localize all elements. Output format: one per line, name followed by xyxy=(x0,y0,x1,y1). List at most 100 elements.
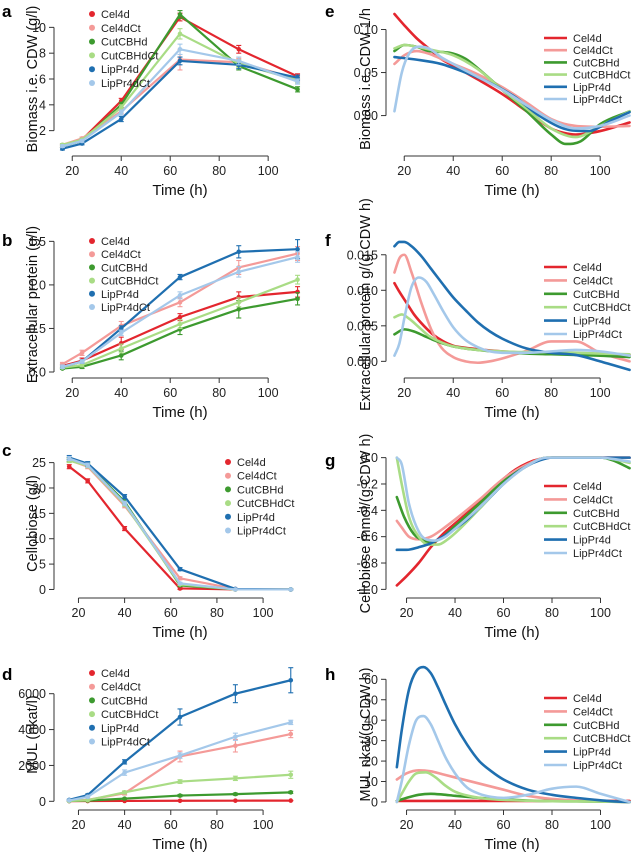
legend-marker xyxy=(89,11,95,17)
data-point xyxy=(233,776,238,781)
data-point xyxy=(288,587,294,592)
x-tick-label: 20 xyxy=(72,606,86,620)
data-point xyxy=(233,691,238,696)
data-point xyxy=(177,779,183,784)
x-tick-label: 40 xyxy=(118,818,132,832)
data-point xyxy=(85,797,90,803)
legend-label: CutCBHdCt xyxy=(101,709,158,721)
data-point xyxy=(118,353,124,358)
x-tick-label: 80 xyxy=(210,818,224,832)
data-point xyxy=(118,330,124,336)
legend-marker xyxy=(89,724,95,731)
y-tick-label: 0.005 xyxy=(347,319,378,333)
x-tick-label: 20 xyxy=(65,386,79,400)
series-curve xyxy=(393,253,631,365)
panel-label: h xyxy=(325,665,335,684)
data-point xyxy=(177,274,183,280)
legend-marker xyxy=(89,238,95,244)
data-point xyxy=(177,314,183,320)
y-axis-label: Extracellular protein (g/l) xyxy=(25,226,41,383)
data-point xyxy=(177,581,183,586)
data-point xyxy=(177,58,183,64)
panel-f-chart: f 20 40 60 80 100 0.000 0.005 0.010 0.015 Time (h… xyxy=(325,198,631,421)
legend-label: LipPr4d xyxy=(573,535,611,547)
x-tick-label: 20 xyxy=(400,818,414,832)
legend-label: LipPr4dCt xyxy=(237,526,286,538)
series-curve xyxy=(393,313,631,356)
data-point xyxy=(177,566,183,572)
y-axis-label: MUL nkat/(g CDW h) xyxy=(358,667,374,801)
data-point xyxy=(236,300,242,305)
x-tick-label: 40 xyxy=(448,818,462,832)
data-point xyxy=(66,456,72,461)
data-point xyxy=(177,321,183,327)
legend-label: LipPr4dCt xyxy=(573,760,622,772)
series-curve xyxy=(395,456,631,542)
data-point xyxy=(295,79,300,84)
panel-h-chart: h 20 40 60 80 100 0 10 20 30 40 50 60 Time (h) MUL nk… xyxy=(325,665,631,853)
y-tick-label: 20 xyxy=(32,481,46,495)
panel-label: g xyxy=(325,451,335,470)
legend-label: CutCBHdCt xyxy=(237,498,294,510)
x-tick-label: 40 xyxy=(114,164,128,178)
legend-label: LipPr4d xyxy=(573,82,611,94)
panel-d-chart: d 20 40 60 80 100 0 2000 4000 6000 Time (h) MUL (n… xyxy=(2,665,294,853)
x-tick-label: 100 xyxy=(258,164,279,178)
series-line xyxy=(62,297,298,370)
data-point xyxy=(122,790,127,795)
data-point xyxy=(118,110,124,115)
y-tick-label: 0.00 xyxy=(354,109,378,123)
x-tick-label: 60 xyxy=(497,818,511,832)
data-point xyxy=(122,759,127,765)
legend-label: Cel4d xyxy=(573,262,602,274)
y-tick-label: 0 xyxy=(371,795,378,809)
x-tick-label: 60 xyxy=(497,606,511,620)
y-tick-label: 0.5 xyxy=(29,322,46,336)
data-point xyxy=(177,798,183,804)
y-axis-label: Extracellular protein g/(g CDW h) xyxy=(358,198,374,411)
legend-marker xyxy=(225,513,231,520)
data-point xyxy=(236,58,242,64)
legend-marker xyxy=(89,711,95,718)
y-tick-label: -0.4 xyxy=(356,504,378,518)
legend-marker xyxy=(89,66,95,73)
series-line xyxy=(68,457,291,591)
legend-label: CutCBHd xyxy=(573,57,619,69)
legend-marker xyxy=(89,24,95,31)
x-tick-label: 80 xyxy=(212,164,226,178)
data-point xyxy=(85,478,90,484)
legend-label: CutCBHdCt xyxy=(573,70,630,82)
legend-label: Cel4d xyxy=(101,668,130,680)
y-tick-label: 0.010 xyxy=(347,284,378,298)
data-point xyxy=(295,254,300,260)
data-point xyxy=(233,587,238,592)
legend-label: CutCBHdCt xyxy=(573,733,630,745)
series-line xyxy=(62,278,298,369)
data-point xyxy=(177,714,183,720)
legend-label: CutCBHd xyxy=(101,262,147,274)
legend-marker xyxy=(89,251,95,258)
y-axis-label: MUL (nkat/l) xyxy=(25,695,41,773)
data-point xyxy=(288,790,294,795)
panel-e-chart: e 20 40 60 80 100 0.00 0.05 0.10 Time (h) Biomass… xyxy=(325,2,631,199)
data-point xyxy=(122,770,127,775)
data-point xyxy=(177,12,183,17)
x-tick-label: 20 xyxy=(65,164,79,178)
y-tick-label: 2000 xyxy=(18,759,46,773)
legend-marker xyxy=(225,486,231,493)
series-curve xyxy=(395,714,631,804)
data-point xyxy=(233,798,238,803)
series-curve xyxy=(395,771,631,804)
x-tick-label: 80 xyxy=(544,386,558,400)
legend-marker xyxy=(89,80,95,86)
series-line xyxy=(68,679,292,801)
x-tick-label: 60 xyxy=(495,164,509,178)
y-tick-label: 10 xyxy=(32,21,46,35)
x-tick-label: 40 xyxy=(114,386,128,400)
x-tick-label: 40 xyxy=(446,386,460,400)
legend-label: Cel4dCt xyxy=(573,45,613,57)
y-tick-label: 0.015 xyxy=(347,248,378,262)
x-tick-label: 80 xyxy=(212,386,226,400)
x-axis-label: Time (h) xyxy=(484,404,539,421)
